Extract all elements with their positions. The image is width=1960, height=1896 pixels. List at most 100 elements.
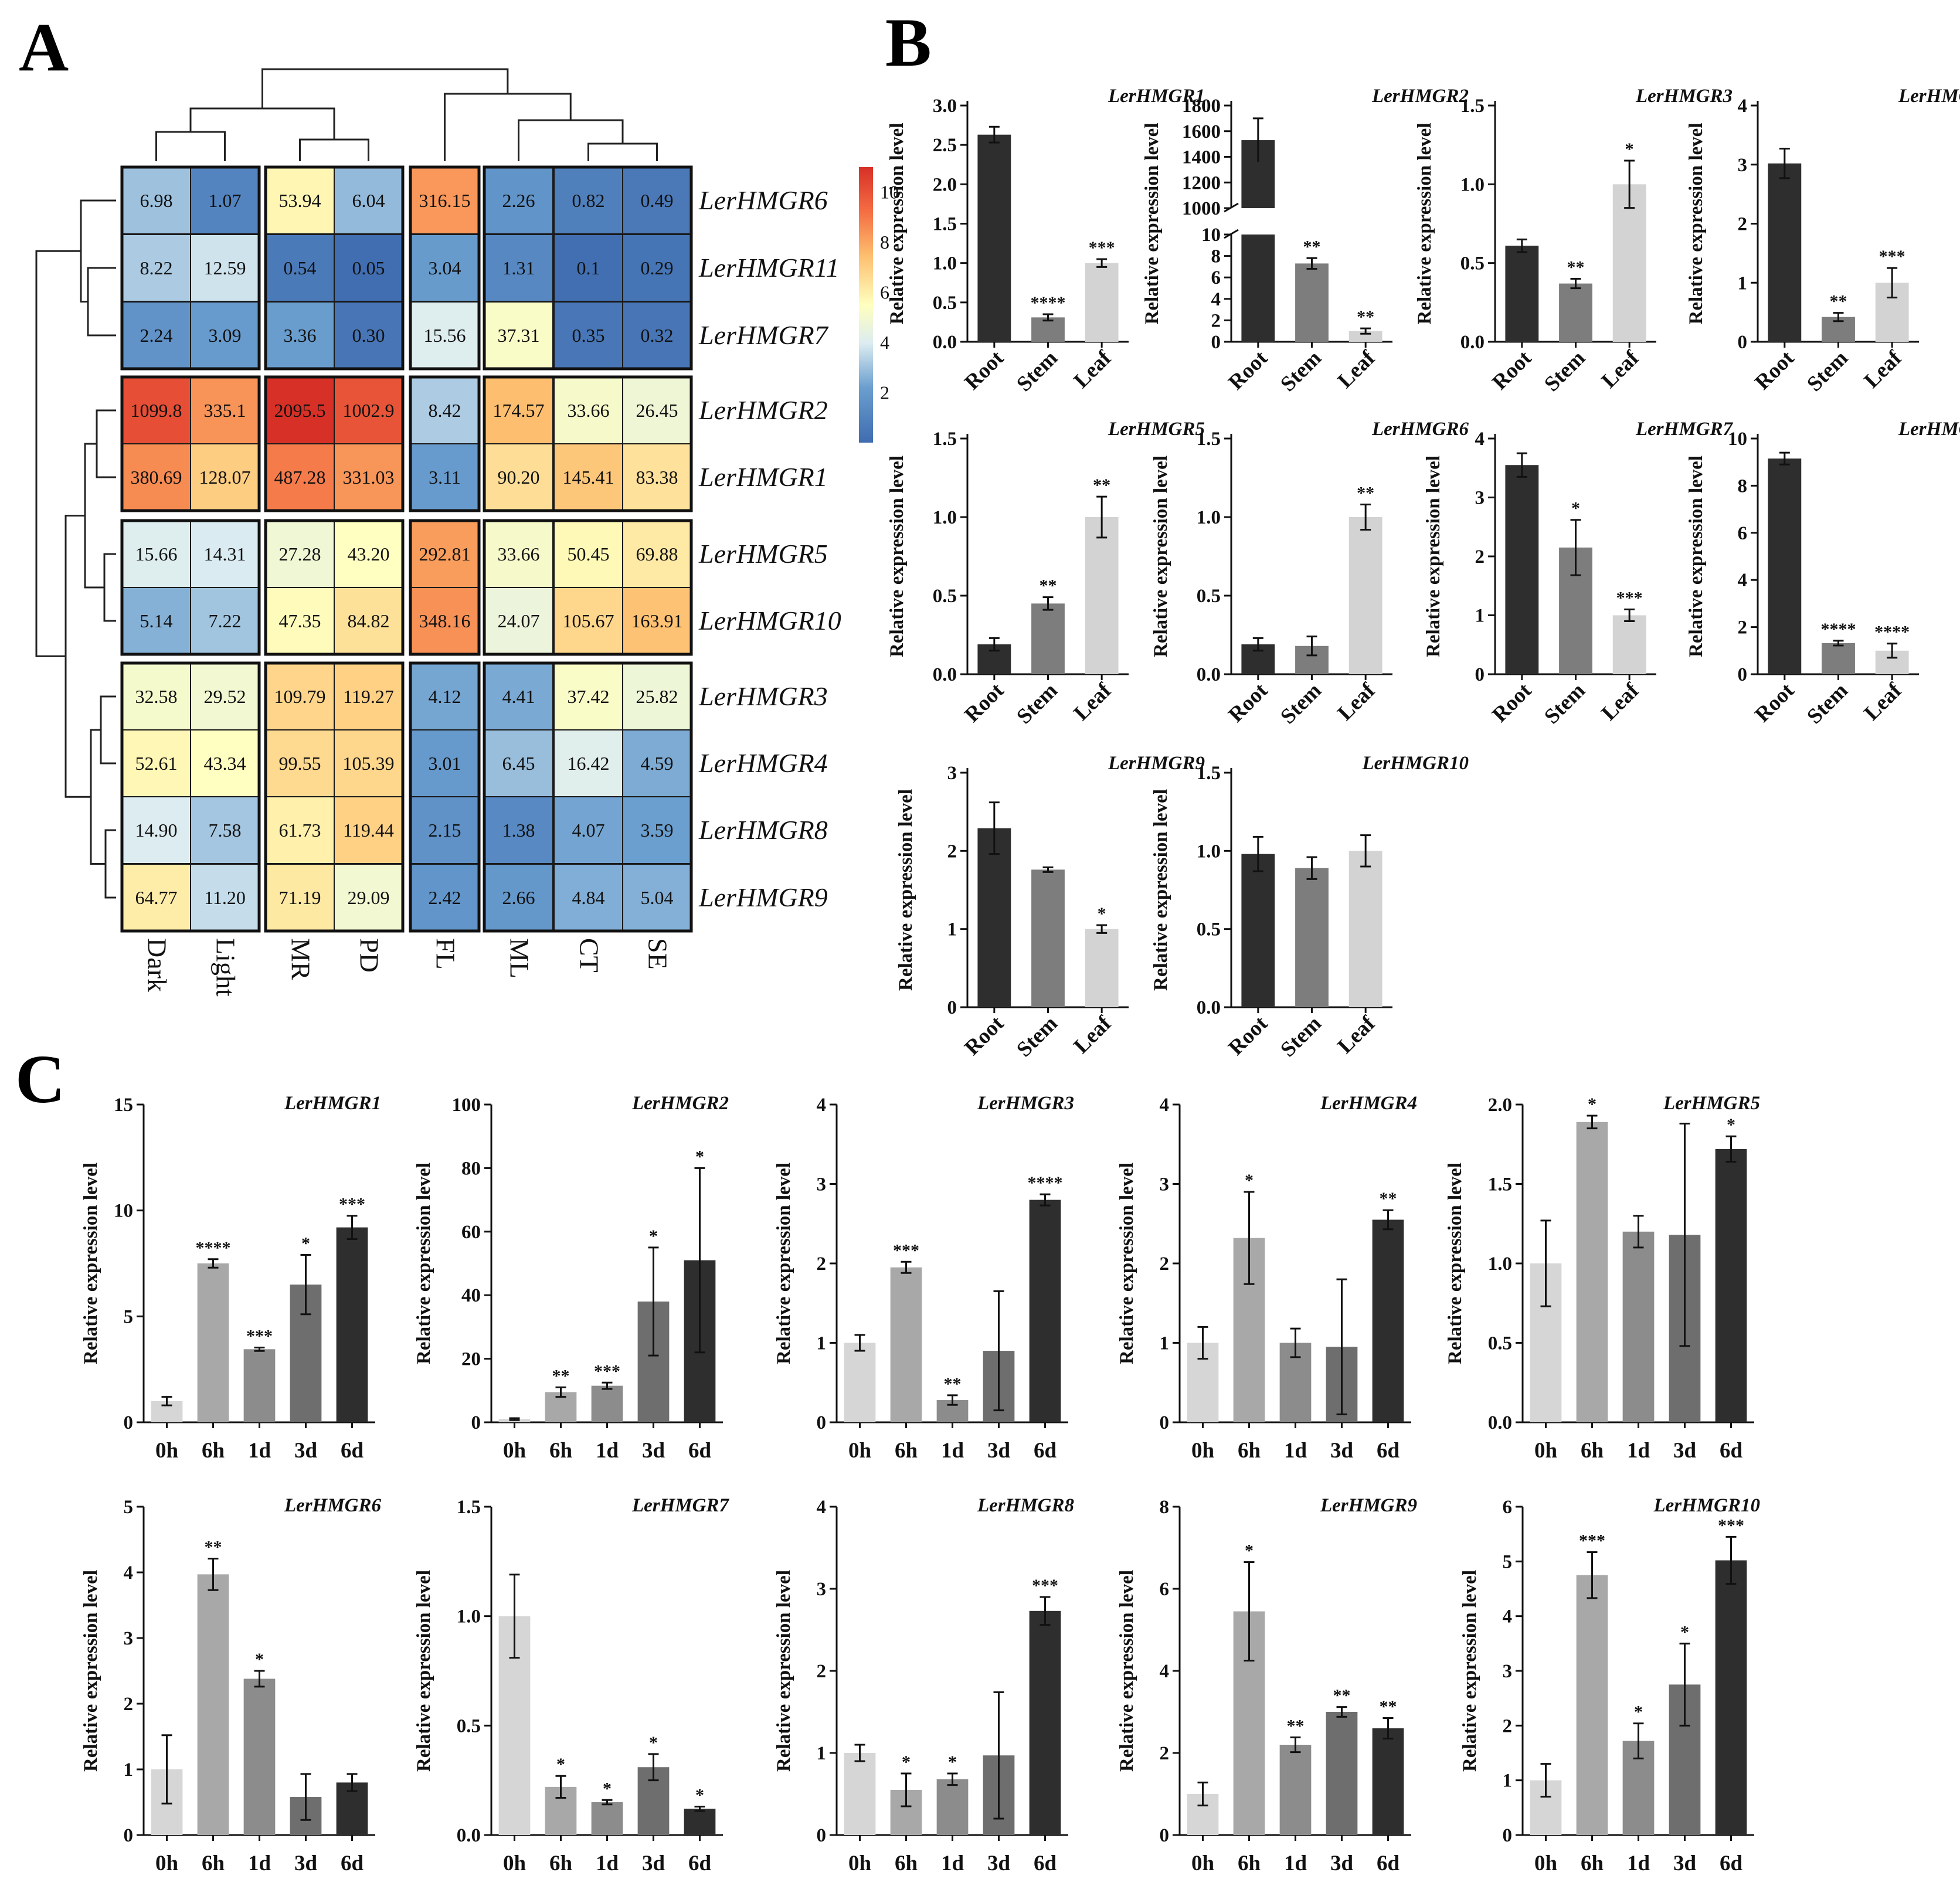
- heatmap-value: 43.20: [348, 543, 390, 565]
- y-tick-label: 0: [1503, 1825, 1513, 1846]
- x-category-label: Stem: [1802, 346, 1853, 396]
- heatmap-cell: [484, 376, 553, 444]
- y-axis-label: Relative expression level: [1116, 1570, 1137, 1772]
- bar: [1031, 869, 1065, 1007]
- y-tick-label: 1: [817, 1333, 827, 1354]
- significance-label: ***: [1032, 1576, 1058, 1595]
- significance-label: **: [1380, 1697, 1397, 1717]
- y-tick-label: 2.0: [1488, 1095, 1512, 1116]
- significance-label: *: [603, 1779, 612, 1798]
- x-category-label: Root: [1224, 678, 1272, 727]
- heatmap-column-label: PD: [355, 938, 385, 973]
- heatmap-value: 37.31: [498, 325, 540, 346]
- y-tick-label: 3: [1475, 488, 1485, 509]
- heatmap-cell: [334, 234, 403, 302]
- y-tick-label: 0: [1160, 1825, 1170, 1846]
- significance-label: **: [944, 1374, 962, 1394]
- x-category-label: 0h: [503, 1439, 526, 1463]
- bar: [1622, 1231, 1655, 1422]
- x-category-label: 6d: [1034, 1851, 1057, 1875]
- y-axis-label: Relative expression level: [1423, 456, 1444, 657]
- y-tick-label: 0.0: [457, 1825, 481, 1846]
- tissue-bar-chart: 0.0 0.5 1.0 1.5 Root ** Stem * Leaf LerHMGR3 Relat…: [1414, 86, 1733, 396]
- heatmap-cell: [265, 376, 335, 444]
- y-tick-label: 2: [1160, 1253, 1170, 1275]
- heatmap-value: 7.58: [209, 820, 242, 841]
- bar: [1279, 1745, 1312, 1835]
- significance-label: **: [1830, 292, 1847, 311]
- y-tick-label: 1.0: [1460, 174, 1485, 195]
- row-dendrogram-branch: [84, 443, 104, 589]
- heatmap-value: 2.42: [429, 887, 461, 908]
- heatmap-cell: [622, 234, 692, 302]
- y-tick-label: 0.0: [933, 332, 957, 353]
- x-category-label: 1d: [941, 1439, 964, 1463]
- heatmap-cell: [622, 167, 692, 235]
- heatmap-value: 0.05: [352, 257, 385, 278]
- y-tick-label: 4: [1160, 1661, 1170, 1682]
- heatmap-cell: [553, 520, 623, 588]
- heatmap-value: 316.15: [419, 190, 471, 211]
- y-tick-label: 8: [1160, 1497, 1170, 1518]
- heatmap-block-border: [264, 519, 405, 656]
- heatmap-value: 90.20: [498, 467, 540, 488]
- y-tick-label: 1.0: [933, 507, 957, 528]
- heatmap-cell: [121, 167, 191, 235]
- heatmap-value: 69.88: [636, 543, 678, 565]
- heatmap-value: 0.82: [572, 190, 605, 211]
- heatmap-block-border: [264, 661, 405, 933]
- x-category-label: Stem: [1540, 346, 1590, 396]
- heatmap-cell: [622, 520, 692, 588]
- heatmap-value: 15.66: [135, 543, 178, 565]
- heatmap-cell: [190, 520, 260, 588]
- significance-label: *: [1625, 140, 1634, 159]
- y-tick-label: 1.0: [457, 1606, 481, 1627]
- y-tick-label: 1: [1503, 1771, 1513, 1792]
- y-tick-label: 0: [947, 997, 957, 1018]
- heatmap-cell: [265, 796, 335, 864]
- significance-label: **: [1357, 484, 1374, 503]
- heatmap-value: 3.01: [429, 753, 461, 774]
- bar: [977, 134, 1011, 342]
- y-tick-label: 0.5: [1488, 1333, 1512, 1354]
- x-category-label: 3d: [294, 1851, 318, 1875]
- y-axis-label: Relative expression level: [886, 456, 908, 657]
- x-category-label: 0h: [503, 1851, 526, 1875]
- heatmap-value: 64.77: [135, 887, 178, 908]
- x-category-label: 6d: [1034, 1439, 1057, 1463]
- heatmap-row-label: LerHMGR6: [698, 185, 828, 215]
- significance-label: **: [1380, 1189, 1397, 1208]
- significance-label: **: [1093, 475, 1110, 495]
- heatmap-cell: [121, 587, 191, 655]
- heatmap-value: 119.27: [343, 686, 394, 707]
- significance-label: *: [1245, 1171, 1254, 1190]
- bar: [336, 1227, 368, 1422]
- significance-label: *: [255, 1650, 264, 1669]
- y-tick-label: 0.5: [457, 1715, 481, 1737]
- heatmap-value: 1.07: [209, 190, 242, 211]
- chart-title: LerHMGR9: [1108, 753, 1205, 774]
- y-tick-label: 2: [1738, 617, 1748, 638]
- x-category-label: Root: [960, 346, 1008, 395]
- y-tick-label: 6: [1738, 523, 1748, 544]
- time-course-bar-chart: 0 5 10 15 0h **** 6h *** 1d * 3d *** 6d LerHMGR1 Relat…: [80, 1093, 381, 1463]
- y-tick-label: 0: [1160, 1412, 1170, 1433]
- time-course-bar-chart: 0 1 2 3 4 5 6 0h *** 6h * 1d * 3d *** 6d LerHMGR10 Relati…: [1459, 1495, 1760, 1875]
- y-axis-label: Relative expression level: [773, 1570, 794, 1772]
- heatmap-cell: [553, 864, 623, 932]
- heatmap-value: 487.28: [274, 467, 326, 488]
- chart-title: LerHMGR8: [977, 1495, 1074, 1516]
- heatmap-value: 105.39: [343, 753, 395, 774]
- chart-title: LerHMGR1: [1108, 86, 1205, 107]
- y-tick-label: 2.5: [933, 135, 957, 156]
- heatmap-cell: [190, 234, 260, 302]
- x-category-label: 6h: [549, 1439, 573, 1463]
- y-tick-label: 8: [1211, 246, 1221, 267]
- heatmap-value: 6.04: [352, 190, 385, 211]
- heatmap-row-label: LerHMGR8: [698, 815, 828, 845]
- heatmap-block-border: [264, 165, 405, 371]
- y-tick-label: 1800: [1182, 96, 1221, 117]
- heatmap-column-label: CT: [575, 938, 604, 973]
- significance-label: ***: [1879, 247, 1905, 266]
